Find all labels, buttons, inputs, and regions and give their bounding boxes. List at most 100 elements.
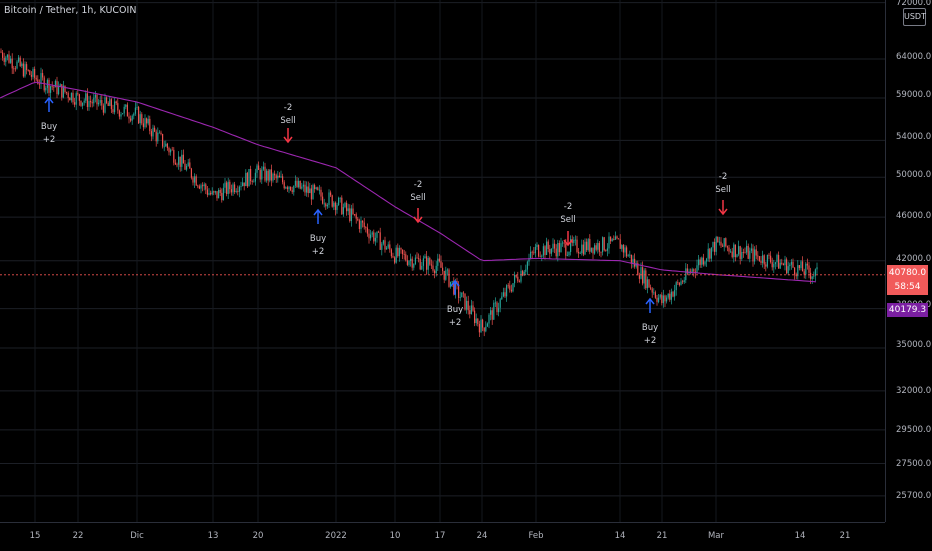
candle-body	[773, 264, 775, 268]
candle-body	[467, 300, 469, 311]
candle-body	[410, 258, 412, 262]
buy-arrow-icon	[313, 208, 323, 216]
candle-body	[514, 275, 516, 284]
candle-body	[461, 292, 463, 298]
candle-body	[270, 169, 272, 181]
candle-body	[192, 177, 194, 183]
candle-body	[603, 237, 605, 251]
candle-body	[27, 69, 29, 71]
candle-body	[136, 107, 138, 108]
candle-body	[392, 256, 394, 258]
candle-body	[579, 253, 581, 254]
candle-body	[451, 281, 453, 282]
time-tick-label: 20	[252, 531, 264, 541]
price-tick-label: 46000.0	[896, 211, 932, 221]
candle-body	[24, 64, 26, 77]
candle-body	[72, 92, 74, 103]
candle-body	[746, 245, 748, 253]
candle-body	[490, 310, 492, 315]
buy-arrow-icon	[645, 297, 655, 305]
candle-body	[504, 292, 506, 297]
candle-body	[534, 246, 536, 254]
time-axis[interactable]	[0, 522, 885, 551]
candle-body	[74, 102, 76, 105]
candle-body	[755, 249, 757, 256]
candle-body	[654, 292, 656, 298]
sell-signal-label: -2 Sell	[560, 201, 575, 227]
candle-body	[206, 189, 208, 195]
candle-body	[659, 294, 661, 298]
candle-body	[197, 185, 199, 187]
price-axis[interactable]	[885, 0, 932, 522]
candle-body	[96, 94, 98, 105]
candle-body	[418, 258, 420, 260]
candle-body	[77, 93, 79, 95]
candle-body	[531, 251, 533, 253]
candle-body	[731, 251, 733, 258]
candle-body	[109, 99, 111, 106]
candle-body	[184, 163, 186, 170]
candle-body	[21, 63, 23, 67]
candle-body	[309, 188, 311, 194]
signal-line-1: Buy	[641, 323, 659, 333]
candle-body	[42, 73, 44, 78]
candle-body	[370, 234, 372, 239]
price-chart[interactable]	[0, 0, 885, 522]
candle-body	[26, 64, 28, 70]
currency-button[interactable]: USDT	[903, 8, 926, 26]
candle-body	[152, 127, 154, 137]
candle-body	[216, 191, 218, 199]
price-tick-label: 42000.0	[896, 254, 932, 264]
candle-body	[66, 92, 68, 93]
candle-body	[634, 258, 636, 267]
candle-body	[563, 242, 565, 244]
buy-arrow-icon	[450, 279, 460, 287]
candle-body	[792, 261, 794, 268]
candle-body	[530, 251, 532, 259]
candle-body	[720, 241, 722, 246]
candle-body	[597, 243, 599, 250]
candle-body	[358, 220, 360, 229]
candle-body	[386, 247, 388, 250]
candle-body	[232, 184, 234, 193]
candle-body	[750, 248, 752, 251]
sell-arrow-icon	[563, 239, 573, 247]
candle-body	[181, 154, 183, 167]
chart-title: Bitcoin / Tether, 1h, KUCOIN	[4, 5, 137, 16]
candle-body	[486, 323, 488, 327]
candle-body	[285, 187, 287, 189]
signal-line-1: -2	[718, 172, 728, 182]
candle-body	[58, 86, 60, 95]
candle-body	[3, 57, 5, 62]
last-price-badge: 40780.0 58:54	[887, 265, 928, 295]
candle-body	[658, 297, 660, 302]
time-tick-label: 21	[656, 531, 668, 541]
candle-body	[442, 267, 444, 271]
candle-body	[306, 186, 308, 193]
candle-body	[382, 240, 384, 244]
candle-body	[280, 176, 282, 178]
candle-body	[760, 260, 762, 264]
candle-body	[150, 131, 152, 137]
candle-body	[771, 262, 773, 268]
candle-body	[389, 244, 391, 250]
candle-body	[243, 182, 245, 187]
candle-body	[638, 275, 640, 279]
candle-body	[146, 118, 148, 124]
candle-body	[282, 176, 284, 183]
candle-body	[714, 241, 716, 252]
candle-body	[602, 237, 604, 253]
candle-body	[525, 269, 527, 272]
candle-body	[123, 106, 125, 114]
buy-arrow-icon	[44, 96, 54, 104]
candle-body	[141, 114, 143, 124]
time-tick-label: 14	[614, 531, 626, 541]
candle-body	[550, 248, 552, 254]
candle-body	[376, 231, 378, 238]
candle-body	[459, 297, 461, 299]
candle-body	[168, 148, 170, 153]
candle-body	[683, 280, 685, 283]
candle-body	[517, 276, 519, 282]
chart-area[interactable]	[0, 0, 885, 522]
candle-body	[283, 182, 285, 189]
